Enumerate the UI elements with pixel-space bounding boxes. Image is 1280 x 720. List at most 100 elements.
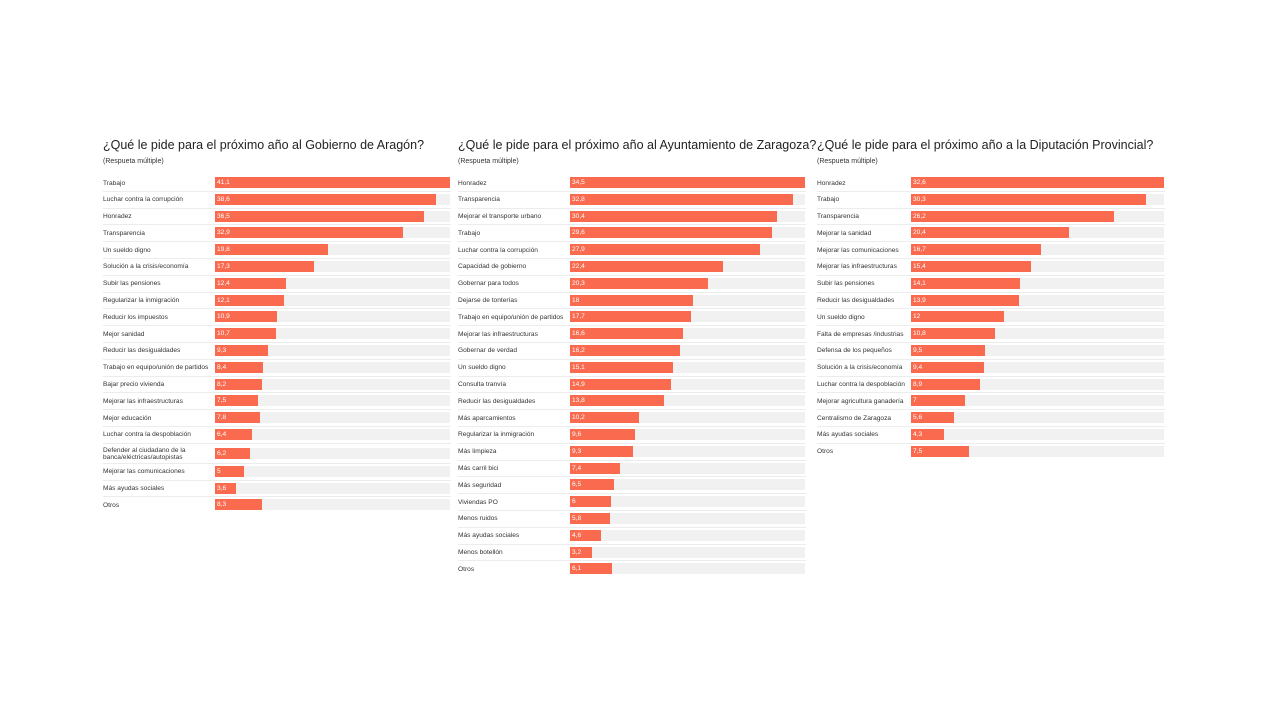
bar-value-label: 8,9: [913, 380, 923, 388]
bar: [911, 177, 1164, 188]
bar-row: Más carril bici 7,4: [458, 461, 806, 478]
bar: [215, 344, 269, 356]
bar-row: Solución a la crisis/economía 9,4: [817, 360, 1165, 377]
bar-row: Reducir las desigualdades 9,3: [103, 343, 451, 360]
bar-value-label: 14,9: [572, 380, 585, 388]
category-label: Reducir los impuestos: [103, 313, 168, 321]
category-label: Bajar precio vivienda: [103, 381, 165, 389]
bar: [215, 447, 251, 459]
bar-track: 34,5: [570, 177, 805, 188]
bar-row: Transparencia 32,8: [458, 192, 806, 209]
bar-track: 9,3: [215, 344, 450, 356]
category-label: Luchar contra la despoblación: [817, 381, 905, 389]
bar-value-label: 17,7: [572, 313, 585, 321]
bar-row: Más ayudas sociales 3,6: [103, 481, 451, 498]
bar-track: 6,2: [215, 447, 450, 459]
bar-value-label: 30,3: [913, 195, 926, 203]
bar: [215, 328, 277, 340]
bar: [215, 193, 436, 205]
bar-track: 9,5: [911, 344, 1164, 356]
category-label: Mejorar las infraestructuras: [103, 397, 183, 405]
chart-subtitle: (Respueta múltiple): [458, 158, 519, 165]
bar-rows: Trabajo 41,1 Luchar contra la corrupción 38…: [103, 175, 451, 514]
bar-value-label: 38,6: [217, 195, 230, 203]
bar-value-label: 10,7: [217, 330, 230, 338]
bar: [911, 428, 945, 440]
category-label: Trabajo en equipo/unión de partidos: [103, 364, 209, 372]
bar-row: Mejorar las infraestructuras 15,4: [817, 259, 1165, 276]
category-label: Regularizar la inmigración: [103, 297, 180, 305]
bar-track: 7,8: [215, 412, 450, 424]
category-label: Otros: [458, 565, 475, 573]
category-label: Más aparcamientos: [458, 414, 516, 422]
bar-row: Regularizar la inmigración 9,6: [458, 427, 806, 444]
bar-track: 10,7: [215, 328, 450, 340]
bar: [570, 445, 634, 457]
bar-row: Luchar contra la despoblación 6,4: [103, 427, 451, 444]
category-label: Mejorar la sanidad: [817, 229, 872, 237]
bar-value-label: 32,9: [217, 229, 230, 237]
bar-value-label: 30,4: [572, 212, 585, 220]
category-label: Trabajo: [817, 196, 840, 204]
bar: [911, 328, 995, 340]
bar-row: Otros 8,3: [103, 497, 451, 514]
bar-row: Falta de empresas /industrias 10,8: [817, 326, 1165, 343]
bar-track: 16,6: [570, 328, 805, 340]
category-label: Transparencia: [817, 213, 859, 221]
bar-value-label: 10,9: [217, 313, 230, 321]
bar-track: 3,6: [215, 482, 450, 494]
bar-value-label: 41,1: [217, 179, 230, 186]
bar-track: 7: [911, 395, 1164, 407]
bar-value-label: 5: [217, 467, 221, 475]
bar-row: Trabajo 41,1: [103, 175, 451, 192]
bar-track: 26,2: [911, 210, 1164, 222]
category-label: Dejarse de tonterías: [458, 297, 518, 305]
bar-track: 8,9: [911, 378, 1164, 390]
bar: [215, 361, 264, 373]
bar-value-label: 9,3: [217, 346, 227, 354]
bar-track: 10,8: [911, 328, 1164, 340]
bar: [570, 395, 664, 407]
bar-track: 10,9: [215, 311, 450, 323]
bar-track: 29,6: [570, 227, 805, 239]
chart-ayuntamiento-zaragoza: ¿Qué le pide para el próximo año al Ayun…: [458, 138, 816, 578]
bar-value-label: 27,9: [572, 246, 585, 254]
bar-track: 27,9: [570, 244, 805, 256]
bar-value-label: 10,8: [913, 330, 926, 338]
bar-track: 14,9: [570, 378, 805, 390]
bar-value-label: 5,6: [913, 414, 923, 422]
bar-value-label: 15,1: [572, 363, 585, 371]
bar-value-label: 4,3: [913, 430, 923, 438]
bar: [911, 294, 1019, 306]
bar-track: 36,5: [215, 210, 450, 222]
category-label: Honradez: [103, 213, 132, 221]
category-label: Otros: [817, 448, 834, 456]
bar-value-label: 13,8: [572, 397, 585, 405]
bar-value-label: 9,4: [913, 363, 923, 371]
bar-track: 20,4: [911, 227, 1164, 239]
bar-value-label: 10,2: [572, 414, 585, 422]
category-label: Más ayudas sociales: [458, 532, 520, 540]
bar-track: 41,1: [215, 177, 450, 188]
bar-row: Bajar precio vivienda 8,2: [103, 377, 451, 394]
bar-value-label: 4,6: [572, 531, 582, 539]
bar: [570, 210, 778, 222]
category-label: Otros: [103, 501, 120, 509]
bar-value-label: 6: [572, 498, 576, 506]
category-label: Solución a la crisis/economía: [103, 263, 189, 271]
bar-row: Más ayudas sociales 4,3: [817, 427, 1165, 444]
bar: [215, 311, 278, 323]
bar-track: 7,4: [570, 462, 805, 474]
bar: [911, 412, 955, 424]
category-label: Mejor educación: [103, 414, 152, 422]
category-label: Mejor sanidad: [103, 330, 145, 338]
category-label: Luchar contra la despoblación: [103, 431, 191, 439]
bar-value-label: 6,4: [217, 430, 227, 438]
bar: [570, 177, 805, 188]
bar-track: 15,4: [911, 260, 1164, 272]
chart-title: ¿Qué le pide para el próximo año a la Di…: [817, 138, 1154, 152]
category-label: Mejorar agricultura ganadería: [817, 397, 904, 405]
bar-row: Un sueldo digno 12: [817, 309, 1165, 327]
category-label: Defender al ciudadano de la banca/eléctr…: [103, 446, 186, 461]
bar-value-label: 20,4: [913, 229, 926, 237]
